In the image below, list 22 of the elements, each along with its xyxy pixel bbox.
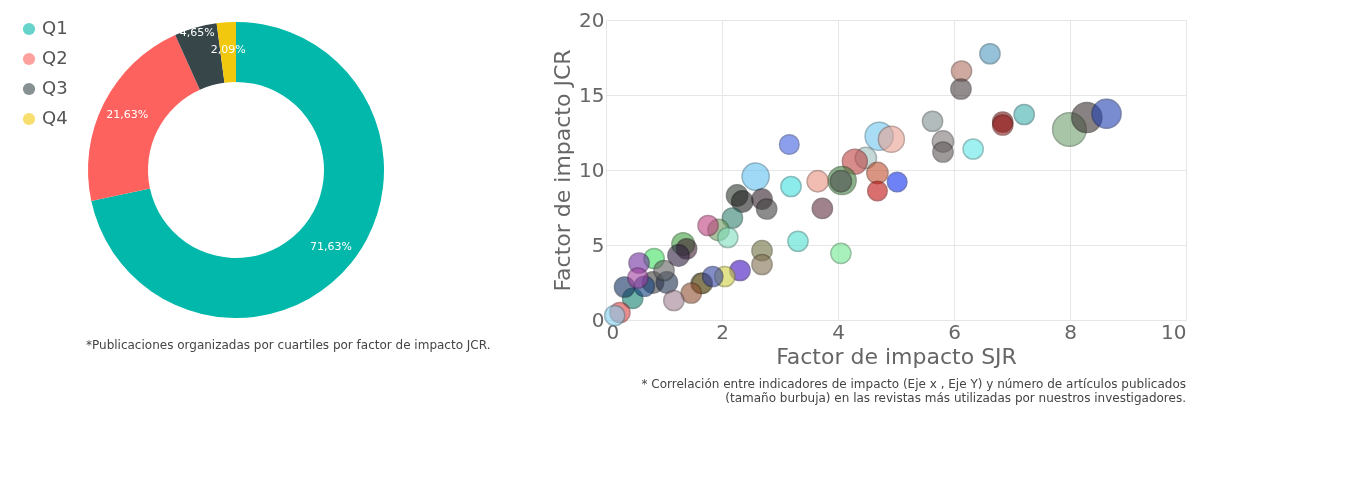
x-tick-label: 8 xyxy=(1064,319,1077,344)
donut-slice xyxy=(91,22,384,318)
y-tick-label: 5 xyxy=(591,232,605,257)
y-axis-title: Factor de impacto JCR xyxy=(550,49,576,292)
legend-label: Q1 xyxy=(42,17,68,38)
text: *Publicaciones organizadas por cuartiles por factor de impacto JCR. xyxy=(86,338,491,352)
y-tick-label: 20 xyxy=(579,7,605,32)
x-tick-label: 6 xyxy=(948,319,961,344)
data-label: 21,63% xyxy=(106,107,149,121)
legend-label: Q3 xyxy=(42,77,68,98)
x-tick-label: 2 xyxy=(716,319,729,344)
x-axis-title: Factor de impacto SJR xyxy=(776,343,1017,369)
legend-label: Q2 xyxy=(42,47,68,68)
x-tick-label: 4 xyxy=(832,319,845,344)
y-tick-label: 15 xyxy=(579,82,605,107)
data-label: 71,63% xyxy=(309,239,352,253)
y-tick-label: 10 xyxy=(579,157,605,182)
data-label: 2,09% xyxy=(210,43,246,57)
text: * Correlación entre indicadores de impacto (Eje x , Eje Y) y número de artículos publicados (tamaño burbuja) en las revistas más utilizadas por nuestros investigadores. xyxy=(641,377,1186,405)
x-tick-label: 10 xyxy=(1161,319,1187,344)
donut-slice xyxy=(88,35,200,202)
legend-label: Q4 xyxy=(42,107,68,128)
